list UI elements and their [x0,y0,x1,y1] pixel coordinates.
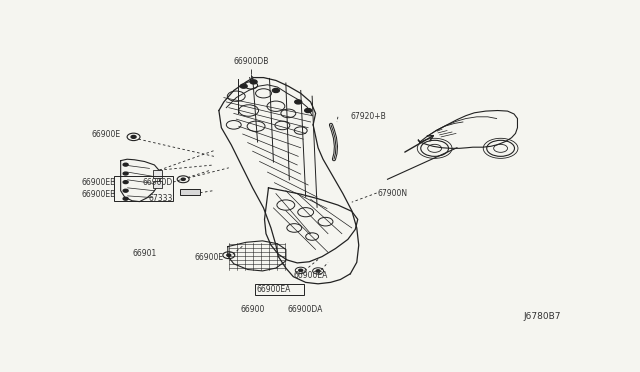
Text: 67333: 67333 [149,194,173,203]
Text: 66900EB: 66900EB [81,190,116,199]
Text: 66900EB: 66900EB [81,178,116,187]
Text: 66900D: 66900D [143,178,173,187]
Circle shape [299,269,303,272]
Circle shape [123,172,128,175]
Text: 66900DB: 66900DB [234,57,269,66]
FancyBboxPatch shape [180,189,200,195]
Text: 67920+B: 67920+B [350,112,386,121]
Circle shape [131,135,136,138]
Text: 67900N: 67900N [378,189,408,198]
Circle shape [240,84,247,88]
Text: 66900E: 66900E [92,130,121,140]
Text: J6780B7: J6780B7 [524,312,561,321]
Text: 66901: 66901 [132,249,157,258]
Circle shape [123,163,128,166]
Circle shape [273,89,280,93]
Text: 66900EA: 66900EA [293,271,328,280]
FancyBboxPatch shape [154,181,163,189]
Text: 66900EA: 66900EA [256,285,291,294]
Text: 66900DA: 66900DA [288,305,323,314]
Circle shape [305,109,312,112]
Circle shape [295,100,301,104]
Text: 66900: 66900 [241,305,265,314]
FancyBboxPatch shape [154,170,163,177]
Circle shape [123,181,128,183]
Circle shape [316,270,320,272]
Circle shape [227,254,231,256]
Circle shape [250,80,257,84]
Circle shape [181,178,185,180]
Circle shape [123,189,128,192]
Text: 66900E: 66900E [195,253,224,262]
Circle shape [123,197,128,200]
